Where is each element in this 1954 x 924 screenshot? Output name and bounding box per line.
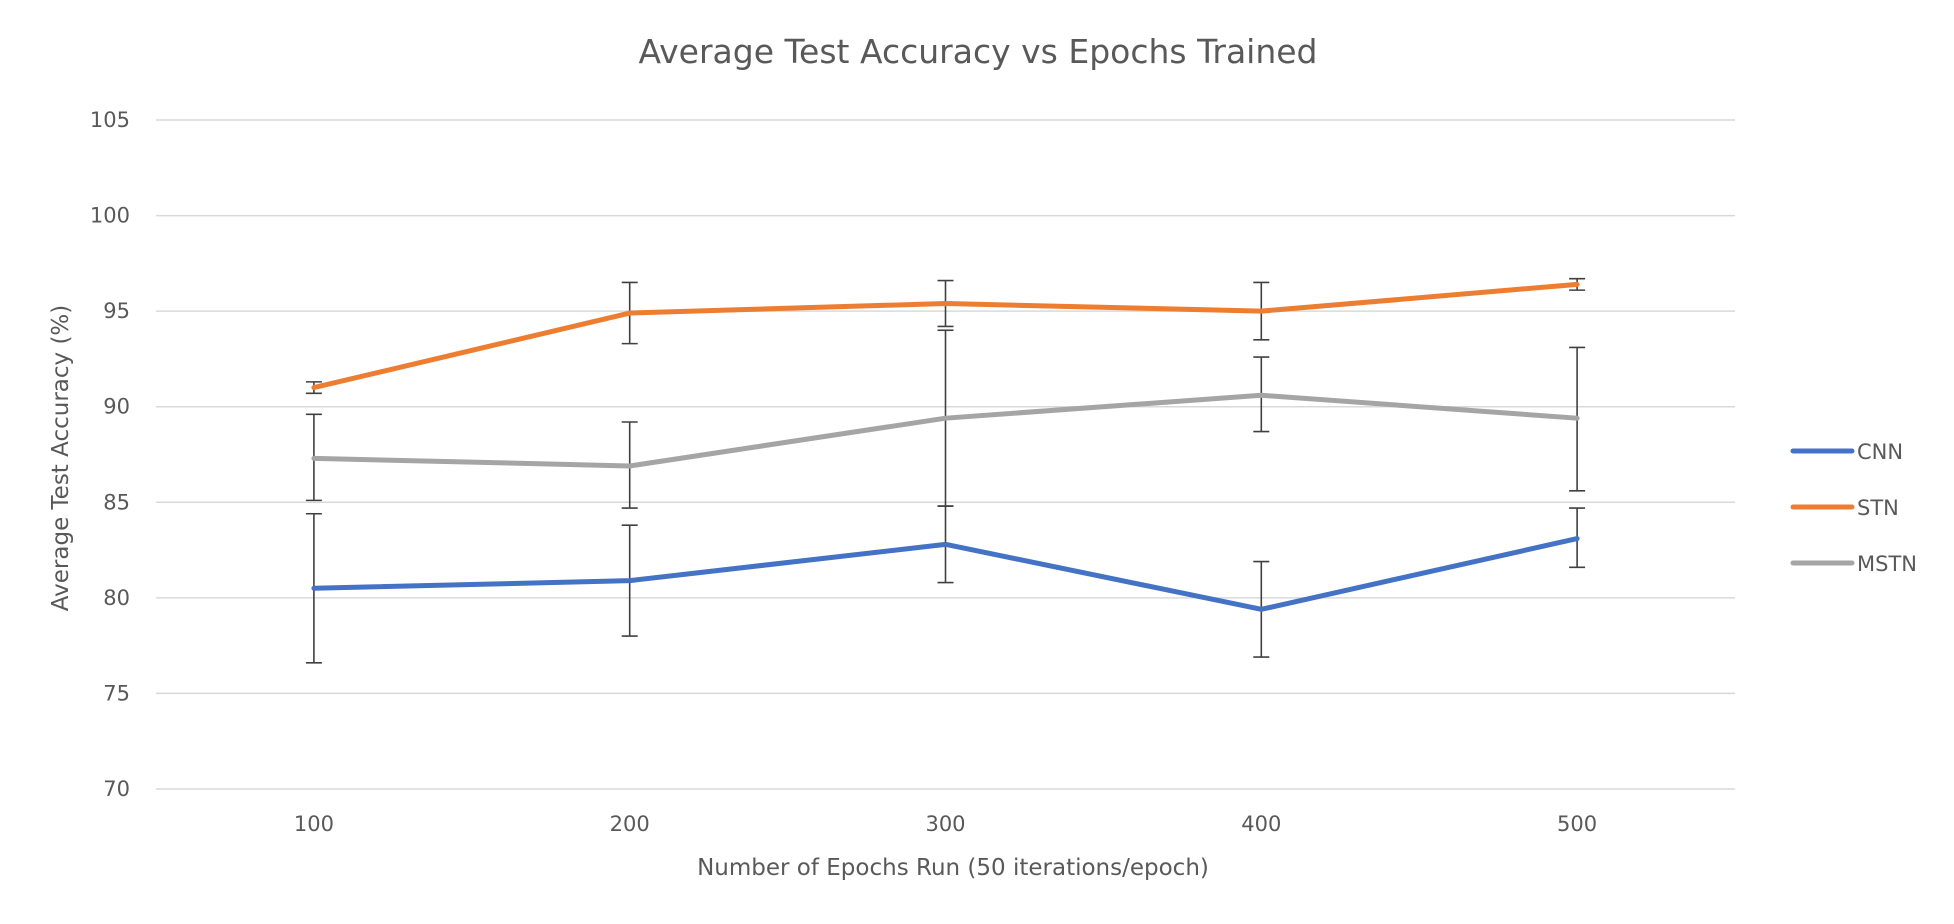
y-tick-label: 100	[90, 204, 130, 228]
x-tick-label: 300	[925, 812, 965, 836]
series-lines	[311, 281, 1580, 612]
x-axis-ticks: 100 200 300 400 500	[294, 812, 1597, 836]
legend-label: STN	[1857, 496, 1899, 520]
chart-title: Average Test Accuracy vs Epochs Trained	[639, 32, 1318, 71]
series-line-mstn	[311, 392, 1580, 469]
legend-entry-mstn: MSTN	[1790, 552, 1917, 576]
series-line-stn	[311, 281, 1580, 391]
y-tick-label: 85	[103, 490, 130, 514]
error-bars	[305, 277, 1586, 664]
legend-label: MSTN	[1857, 552, 1917, 576]
y-tick-label: 75	[103, 681, 130, 705]
y-tick-label: 70	[103, 777, 130, 801]
x-tick-label: 100	[294, 812, 334, 836]
legend-label: CNN	[1857, 440, 1903, 464]
y-tick-label: 80	[103, 586, 130, 610]
y-tick-label: 105	[90, 108, 130, 132]
legend: CNN STN MSTN	[1790, 440, 1917, 576]
y-tick-label: 90	[103, 395, 130, 419]
x-tick-label: 500	[1557, 812, 1597, 836]
x-tick-label: 400	[1241, 812, 1281, 836]
legend-entry-cnn: CNN	[1790, 440, 1903, 464]
legend-entry-stn: STN	[1790, 496, 1899, 520]
y-axis-ticks: 70 75 80 85 90 95 100 105	[90, 108, 130, 801]
y-tick-label: 95	[103, 299, 130, 323]
x-axis-title: Number of Epochs Run (50 iterations/epoc…	[697, 855, 1209, 881]
x-tick-label: 200	[610, 812, 650, 836]
series-line-cnn	[311, 536, 1580, 612]
y-axis-title: Average Test Accuracy (%)	[48, 305, 74, 611]
